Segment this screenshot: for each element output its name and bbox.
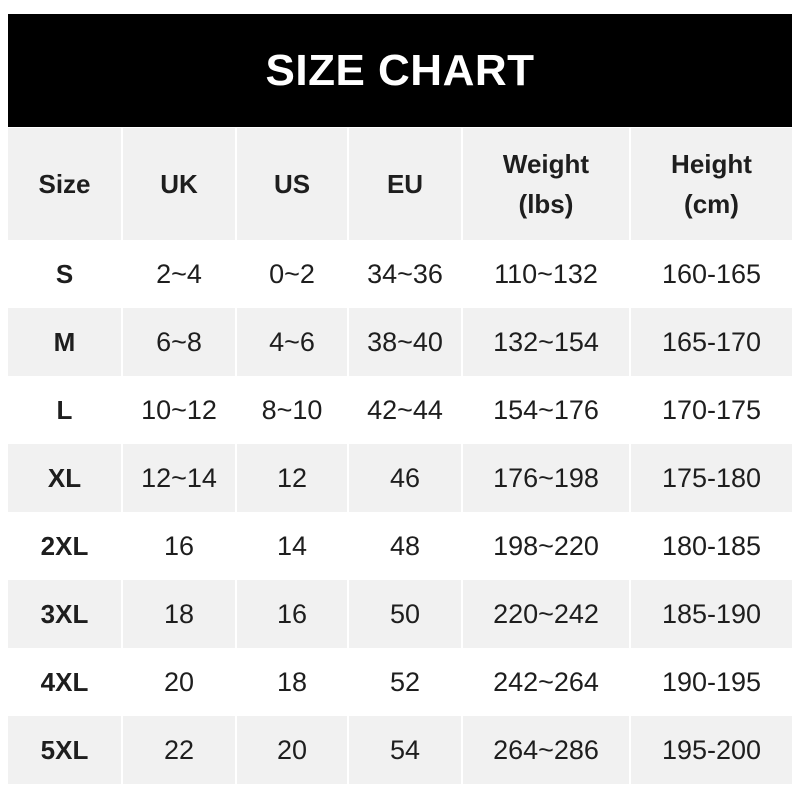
cell-us: 4~6 bbox=[235, 308, 348, 376]
cell-us: 14 bbox=[235, 512, 348, 580]
size-chart-table: Size UK US EU Weight (lbs) Height (cm) S 2~4 0~… bbox=[8, 128, 792, 784]
cell-uk: 20 bbox=[121, 648, 236, 716]
cell-size: M bbox=[8, 308, 122, 376]
cell-eu: 38~40 bbox=[347, 308, 462, 376]
table-row: 3XL 18 16 50 220~242 185-190 bbox=[8, 580, 792, 648]
cell-weight: 154~176 bbox=[461, 376, 630, 444]
cell-eu: 52 bbox=[347, 648, 462, 716]
column-header-us: US bbox=[235, 128, 348, 240]
table-row: M 6~8 4~6 38~40 132~154 165-170 bbox=[8, 308, 792, 376]
cell-height: 175-180 bbox=[629, 444, 792, 512]
cell-weight: 242~264 bbox=[461, 648, 630, 716]
cell-height: 170-175 bbox=[629, 376, 792, 444]
cell-eu: 54 bbox=[347, 716, 462, 784]
header-row: Size UK US EU Weight (lbs) Height (cm) bbox=[8, 128, 792, 240]
cell-eu: 46 bbox=[347, 444, 462, 512]
cell-height: 195-200 bbox=[629, 716, 792, 784]
cell-height: 180-185 bbox=[629, 512, 792, 580]
cell-weight: 110~132 bbox=[461, 240, 630, 308]
cell-us: 8~10 bbox=[235, 376, 348, 444]
cell-us: 18 bbox=[235, 648, 348, 716]
cell-size: 2XL bbox=[8, 512, 122, 580]
cell-uk: 6~8 bbox=[121, 308, 236, 376]
cell-size: 4XL bbox=[8, 648, 122, 716]
cell-weight: 220~242 bbox=[461, 580, 630, 648]
cell-uk: 18 bbox=[121, 580, 236, 648]
table-row: L 10~12 8~10 42~44 154~176 170-175 bbox=[8, 376, 792, 444]
cell-uk: 22 bbox=[121, 716, 236, 784]
cell-uk: 16 bbox=[121, 512, 236, 580]
cell-weight: 132~154 bbox=[461, 308, 630, 376]
cell-height: 185-190 bbox=[629, 580, 792, 648]
table-row: 2XL 16 14 48 198~220 180-185 bbox=[8, 512, 792, 580]
cell-us: 16 bbox=[235, 580, 348, 648]
table-row: S 2~4 0~2 34~36 110~132 160-165 bbox=[8, 240, 792, 308]
cell-eu: 48 bbox=[347, 512, 462, 580]
cell-eu: 50 bbox=[347, 580, 462, 648]
cell-eu: 42~44 bbox=[347, 376, 462, 444]
column-header-uk: UK bbox=[121, 128, 236, 240]
cell-size: 5XL bbox=[8, 716, 122, 784]
cell-height: 160-165 bbox=[629, 240, 792, 308]
column-header-height: Height (cm) bbox=[629, 128, 792, 240]
cell-us: 12 bbox=[235, 444, 348, 512]
cell-uk: 2~4 bbox=[121, 240, 236, 308]
table-row: 4XL 20 18 52 242~264 190-195 bbox=[8, 648, 792, 716]
cell-us: 20 bbox=[235, 716, 348, 784]
cell-height: 165-170 bbox=[629, 308, 792, 376]
cell-weight: 198~220 bbox=[461, 512, 630, 580]
cell-eu: 34~36 bbox=[347, 240, 462, 308]
table-row: 5XL 22 20 54 264~286 195-200 bbox=[8, 716, 792, 784]
column-header-eu: EU bbox=[347, 128, 462, 240]
cell-us: 0~2 bbox=[235, 240, 348, 308]
cell-uk: 12~14 bbox=[121, 444, 236, 512]
column-header-size: Size bbox=[8, 128, 122, 240]
cell-size: XL bbox=[8, 444, 122, 512]
cell-size: S bbox=[8, 240, 122, 308]
column-header-weight: Weight (lbs) bbox=[461, 128, 630, 240]
cell-weight: 176~198 bbox=[461, 444, 630, 512]
table-row: XL 12~14 12 46 176~198 175-180 bbox=[8, 444, 792, 512]
cell-size: L bbox=[8, 376, 122, 444]
cell-size: 3XL bbox=[8, 580, 122, 648]
size-chart-title: SIZE CHART bbox=[8, 14, 792, 127]
cell-height: 190-195 bbox=[629, 648, 792, 716]
cell-weight: 264~286 bbox=[461, 716, 630, 784]
cell-uk: 10~12 bbox=[121, 376, 236, 444]
